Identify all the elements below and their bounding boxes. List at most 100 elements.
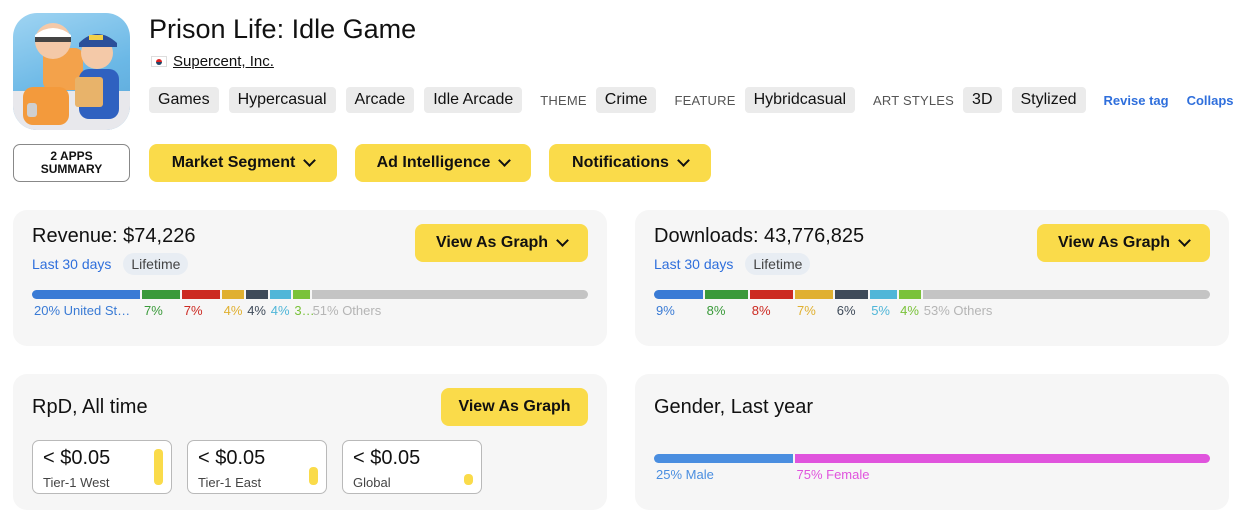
downloads-view-as-graph-button[interactable]: View As Graph xyxy=(1037,224,1210,262)
downloads-card: Downloads: 43,776,825 Last 30 days Lifet… xyxy=(635,210,1229,346)
period-lifetime[interactable]: Lifetime xyxy=(745,253,811,275)
rpd-level-gauge xyxy=(154,449,163,485)
revise-tag-link[interactable]: Revise tag xyxy=(1103,92,1169,108)
share-segment xyxy=(142,290,181,299)
share-label: 4% xyxy=(247,303,266,318)
tag-row: Games Hypercasual Arcade Idle Arcade THE… xyxy=(149,87,1240,113)
share-segment xyxy=(869,290,898,299)
downloads-country-bar xyxy=(654,290,1210,299)
chevron-down-icon xyxy=(1178,234,1191,247)
market-segment-label: Market Segment xyxy=(171,154,296,171)
share-label: 53% Others xyxy=(923,303,993,318)
theme-label: THEME xyxy=(540,92,587,108)
rpd-value: < $0.05 xyxy=(353,447,421,469)
gender-female-bar xyxy=(794,454,1210,463)
view-as-graph-label: View As Graph xyxy=(1057,234,1171,251)
chevron-down-icon xyxy=(303,154,317,167)
share-label: 7% xyxy=(797,303,816,318)
prison-life-artwork-icon xyxy=(13,23,130,130)
tag-art-style[interactable]: 3D xyxy=(963,87,1002,113)
rpd-card: RpD, All time View As Graph < $0.05 Tier… xyxy=(13,374,607,510)
rpd-value: < $0.05 xyxy=(43,447,111,469)
view-as-graph-label: View As Graph xyxy=(458,398,571,415)
share-segment xyxy=(835,290,868,299)
tag-art-style[interactable]: Stylized xyxy=(1011,87,1086,113)
art-styles-label: ART STYLES xyxy=(873,92,955,108)
rpd-level-gauge xyxy=(464,474,473,485)
downloads-title: Downloads: 43,776,825 xyxy=(654,225,865,247)
collapse-link[interactable]: Collaps xyxy=(1186,92,1234,108)
share-segment xyxy=(704,290,749,299)
rpd-tier-label: Global xyxy=(353,475,391,490)
ad-intelligence-label: Ad Intelligence xyxy=(376,154,491,171)
rpd-value: < $0.05 xyxy=(198,447,266,469)
share-segment xyxy=(750,290,794,299)
share-label: 20% United St… xyxy=(34,303,131,318)
revenue-view-as-graph-button[interactable]: View As Graph xyxy=(415,224,588,262)
apps-summary-button[interactable]: 2 APPS SUMMARY xyxy=(13,144,130,182)
gender-male-bar xyxy=(654,454,793,463)
share-label: 4% xyxy=(900,303,919,318)
developer-link[interactable]: Supercent, Inc. xyxy=(173,53,274,70)
period-last-30-days[interactable]: Last 30 days xyxy=(654,256,734,272)
period-last-30-days[interactable]: Last 30 days xyxy=(32,256,112,272)
share-segment xyxy=(293,290,310,299)
share-label: 8% xyxy=(751,303,771,318)
share-segment xyxy=(182,290,221,299)
share-label: 51% Others xyxy=(312,303,382,318)
developer-row: Supercent, Inc. xyxy=(151,53,274,70)
rpd-view-as-graph-button[interactable]: View As Graph xyxy=(441,388,588,426)
ad-intelligence-button[interactable]: Ad Intelligence xyxy=(355,144,531,182)
revenue-country-bar xyxy=(32,290,588,299)
south-korea-flag-icon xyxy=(151,56,167,67)
share-label: 5% xyxy=(871,303,890,318)
share-label: 4% xyxy=(270,303,290,318)
gender-card: Gender, Last year 25% Male 75% Female xyxy=(635,374,1229,510)
share-segment xyxy=(922,290,1210,299)
share-label: 6% xyxy=(836,303,856,318)
downloads-country-labels: 9% 8% 8% 7% 6% 5% 4% 53% Others xyxy=(656,303,1212,318)
notifications-button[interactable]: Notifications xyxy=(549,144,711,182)
rpd-tier-box: < $0.05 Tier-1 East xyxy=(187,440,327,494)
summary-line-2: SUMMARY xyxy=(40,162,103,176)
share-label: 3% xyxy=(294,303,313,318)
share-segment xyxy=(222,290,244,299)
period-lifetime[interactable]: Lifetime xyxy=(123,253,189,275)
summary-line-1: 2 APPS xyxy=(50,149,93,163)
gender-title: Gender, Last year xyxy=(654,396,813,418)
rpd-level-gauge xyxy=(309,467,318,485)
tag-genre[interactable]: Games xyxy=(149,87,219,113)
revenue-period-selector: Last 30 days Lifetime xyxy=(32,253,189,275)
share-segment xyxy=(654,290,703,299)
tag-genre[interactable]: Hypercasual xyxy=(228,87,336,113)
tag-feature[interactable]: Hybridcasual xyxy=(744,87,856,113)
share-segment xyxy=(32,290,141,299)
share-segment xyxy=(269,290,292,299)
revenue-card: Revenue: $74,226 Last 30 days Lifetime V… xyxy=(13,210,607,346)
share-segment xyxy=(899,290,921,299)
rpd-tier-box: < $0.05 Global xyxy=(342,440,482,494)
app-title: Prison Life: Idle Game xyxy=(149,14,417,44)
tag-genre[interactable]: Arcade xyxy=(345,87,415,113)
notifications-label: Notifications xyxy=(572,154,669,171)
revenue-country-labels: 20% United St… 7% 7% 4% 4% 4% 3% 51% Others xyxy=(34,303,590,318)
share-label: 8% xyxy=(706,303,726,318)
tag-theme[interactable]: Crime xyxy=(595,87,657,113)
rpd-title: RpD, All time xyxy=(32,396,148,418)
share-label: 9% xyxy=(656,303,675,318)
tag-genre[interactable]: Idle Arcade xyxy=(424,87,523,113)
market-segment-button[interactable]: Market Segment xyxy=(149,144,337,182)
share-label: 4% xyxy=(223,303,243,318)
gender-male-label: 25% Male xyxy=(656,467,714,482)
chevron-down-icon xyxy=(498,154,512,167)
feature-label: FEATURE xyxy=(674,92,736,108)
rpd-tier-label: Tier-1 West xyxy=(43,475,110,490)
rpd-tier-box: < $0.05 Tier-1 West xyxy=(32,440,172,494)
share-label: 7% xyxy=(183,303,203,318)
gender-female-label: 75% Female xyxy=(796,467,870,482)
share-segment xyxy=(245,290,268,299)
view-as-graph-label: View As Graph xyxy=(435,234,549,251)
downloads-period-selector: Last 30 days Lifetime xyxy=(654,253,811,275)
rpd-tier-label: Tier-1 East xyxy=(198,475,262,490)
chevron-down-icon xyxy=(677,154,690,167)
